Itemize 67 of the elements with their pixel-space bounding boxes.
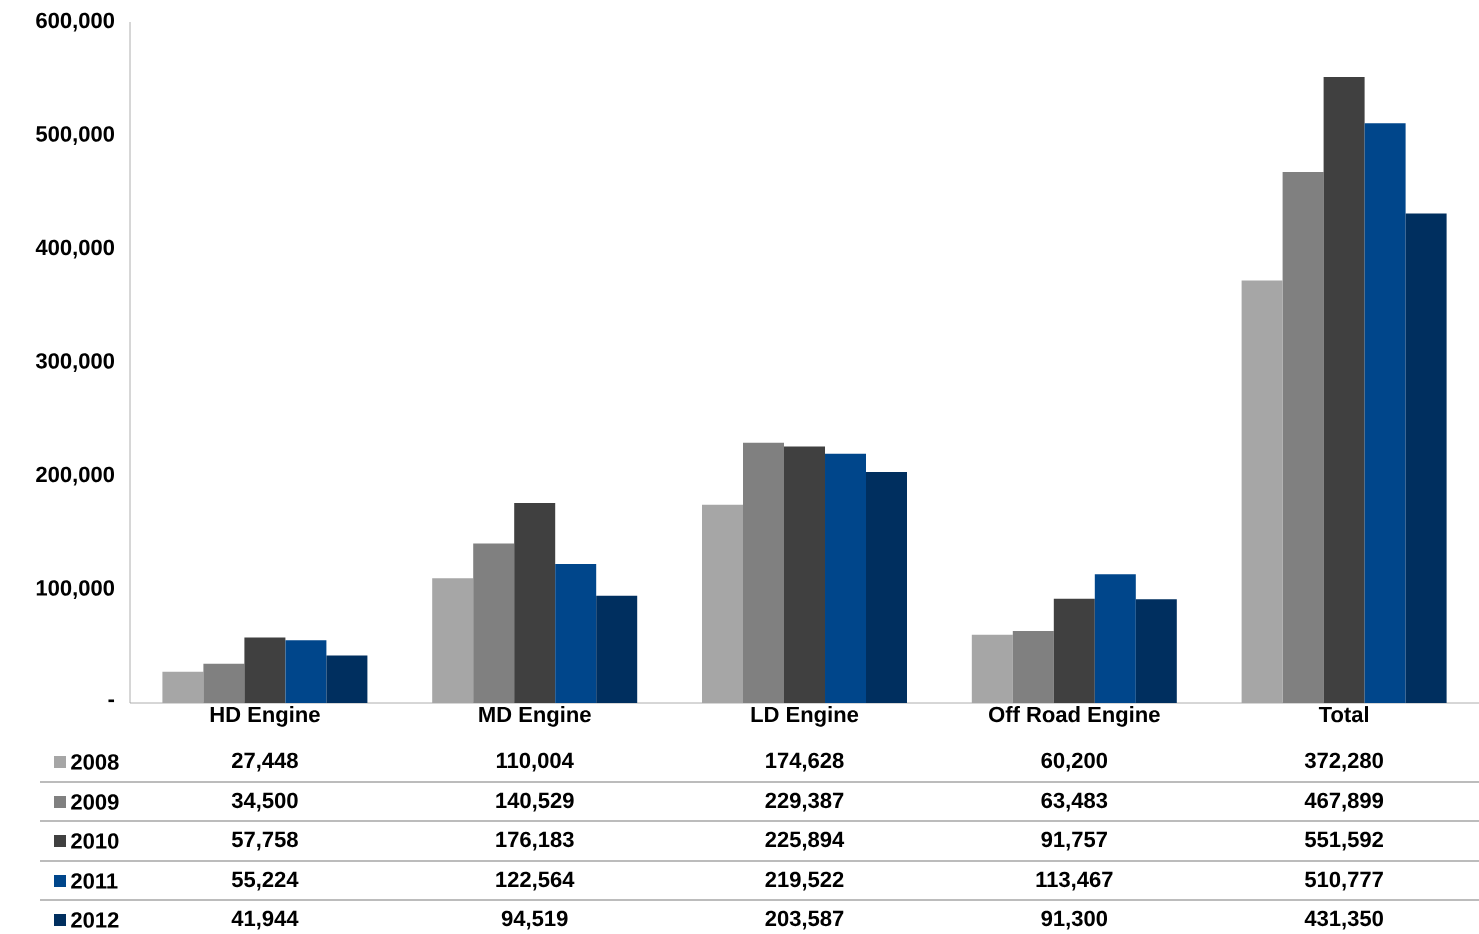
data-label: 219,522 xyxy=(765,871,844,891)
data-label: 431,350 xyxy=(1304,910,1383,930)
data-label: 225,894 xyxy=(765,831,845,851)
data-label: 110,004 xyxy=(496,752,574,772)
bar xyxy=(1094,574,1136,703)
x-tick-label: MD Engine xyxy=(479,706,591,727)
legend-label: 2009 xyxy=(71,794,119,810)
data-label: 91,757 xyxy=(1041,831,1107,851)
bar xyxy=(555,563,597,703)
bar xyxy=(1053,598,1095,703)
bar xyxy=(1282,171,1324,703)
bar xyxy=(1135,599,1177,703)
legend-label: 2010 xyxy=(71,833,119,849)
data-label: 63,483 xyxy=(1041,792,1108,812)
bar xyxy=(1012,630,1054,703)
y-tick-label: 100,000 xyxy=(36,580,115,599)
bar xyxy=(203,663,245,703)
x-tick-label: HD Engine xyxy=(210,706,320,727)
data-label: 34,500 xyxy=(231,792,298,812)
data-label: 122,564 xyxy=(496,871,575,891)
data-label: 551,592 xyxy=(1305,831,1383,851)
data-label: 510,777 xyxy=(1305,871,1383,891)
bar xyxy=(743,442,784,703)
data-label: 140,529 xyxy=(496,792,574,812)
data-label: 229,387 xyxy=(765,792,844,812)
bar xyxy=(285,640,327,703)
data-label: 57,758 xyxy=(231,831,298,851)
bar xyxy=(825,453,866,703)
bar xyxy=(784,446,826,703)
bar xyxy=(1364,123,1406,703)
y-tick-label: 200,000 xyxy=(36,466,115,486)
bar xyxy=(162,671,204,703)
bar xyxy=(1323,76,1365,703)
data-label: 55,224 xyxy=(231,871,299,891)
bar xyxy=(473,543,515,703)
x-tick-label: Total xyxy=(1318,706,1369,723)
bar xyxy=(1241,280,1283,703)
y-tick-label: 300,000 xyxy=(35,353,115,372)
y-tick-label: 400,000 xyxy=(35,239,115,259)
data-label: 174,628 xyxy=(766,752,844,772)
bar xyxy=(432,578,474,703)
bar xyxy=(971,634,1013,703)
x-tick-label: Off Road Engine xyxy=(989,706,1160,727)
data-label: 91,300 xyxy=(1041,910,1108,930)
data-label: 176,183 xyxy=(496,831,574,851)
bar xyxy=(596,595,638,703)
legend-label: 2012 xyxy=(71,912,119,928)
data-label: 467,899 xyxy=(1304,792,1384,812)
data-label: 94,519 xyxy=(501,910,568,930)
data-label: 41,944 xyxy=(231,910,299,930)
bar xyxy=(326,655,368,703)
bar xyxy=(1405,213,1447,703)
bar xyxy=(514,503,556,703)
legend-label: 2011 xyxy=(71,873,118,889)
data-label: 27,448 xyxy=(232,752,298,772)
data-label: 372,280 xyxy=(1304,752,1383,772)
y-tick-label: 500,000 xyxy=(36,126,115,145)
data-label: 60,200 xyxy=(1041,752,1108,772)
legend-label: 2008 xyxy=(71,754,119,770)
bar xyxy=(702,504,744,703)
bar xyxy=(244,637,286,703)
data-label: 113,467 xyxy=(1036,871,1113,891)
x-tick-label: LD Engine xyxy=(751,706,859,727)
bar xyxy=(866,471,907,703)
y-tick-label: 600,000 xyxy=(36,12,115,32)
y-tick-label: - xyxy=(108,699,115,703)
data-label: 203,587 xyxy=(765,910,844,930)
